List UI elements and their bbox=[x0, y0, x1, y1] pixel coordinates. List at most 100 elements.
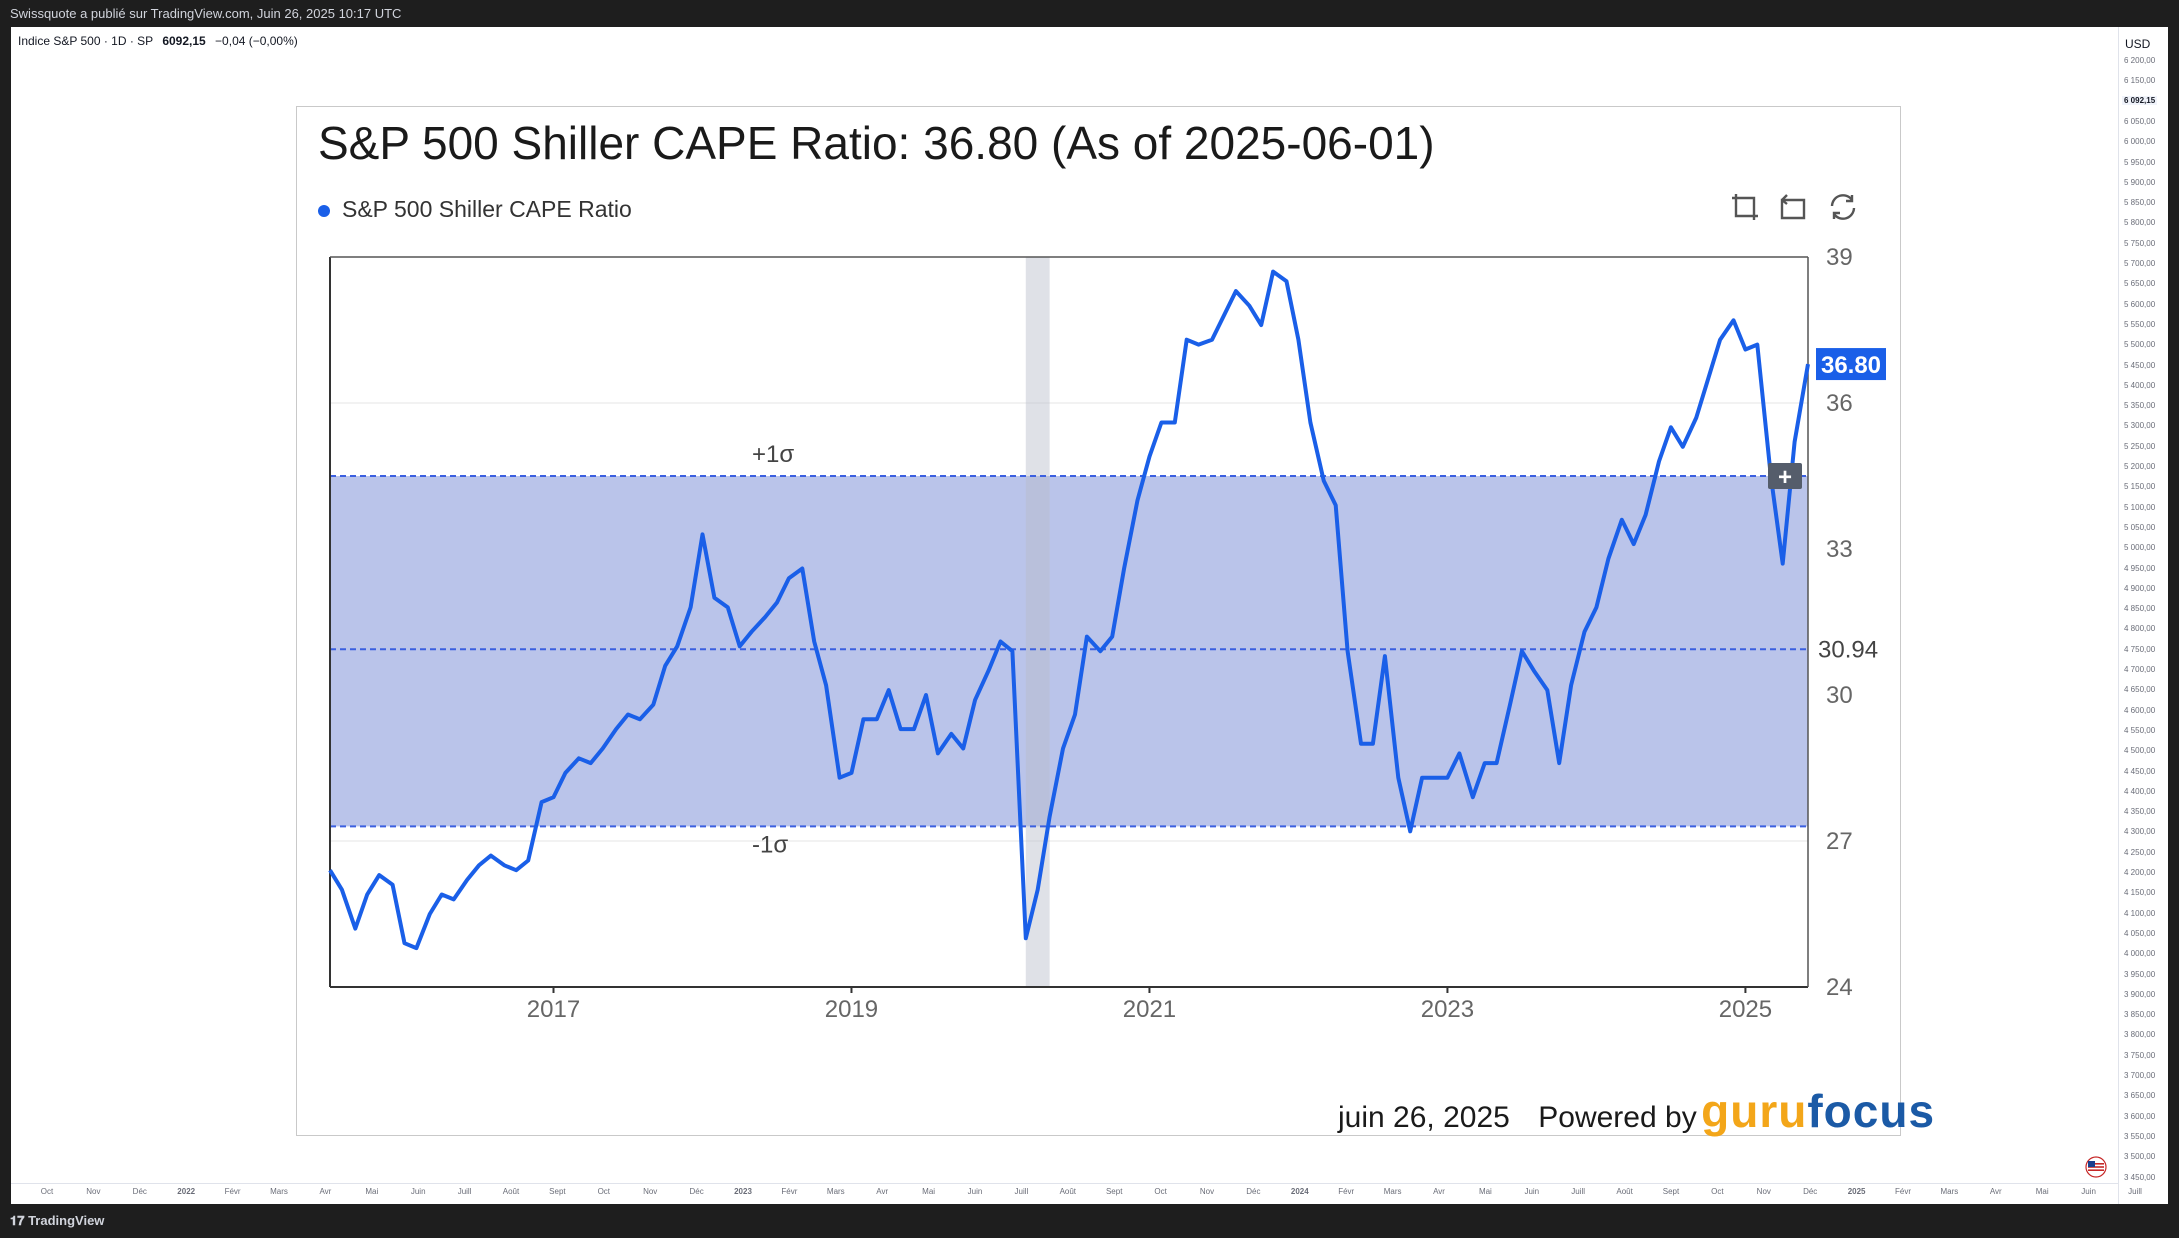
price-tick: 4 050,00 bbox=[2124, 928, 2156, 938]
time-tick: 2022 bbox=[177, 1187, 196, 1196]
time-tick: 2025 bbox=[1847, 1187, 1866, 1196]
price-tick: 5 900,00 bbox=[2124, 177, 2156, 187]
price-tick: 3 500,00 bbox=[2124, 1152, 2156, 1162]
time-tick: Mai bbox=[2035, 1187, 2049, 1196]
time-tick: Août bbox=[502, 1187, 520, 1196]
price-tick: 5 950,00 bbox=[2124, 157, 2156, 167]
crosshair-plus-icon bbox=[1768, 463, 1802, 489]
symbol-bar[interactable]: Indice S&P 500 · 1D · SP 6092,15 −0,04 (… bbox=[18, 34, 298, 48]
x-tick-label: 2017 bbox=[527, 996, 580, 1023]
y-tick-label: 24 bbox=[1826, 974, 1853, 1001]
price-tick: 4 700,00 bbox=[2124, 665, 2156, 674]
price-tick: 4 150,00 bbox=[2124, 888, 2156, 898]
price-tick: 4 300,00 bbox=[2124, 827, 2156, 837]
price-tick: 3 600,00 bbox=[2124, 1111, 2156, 1121]
time-tick: Févr bbox=[1338, 1187, 1355, 1196]
price-tick: 5 100,00 bbox=[2124, 502, 2156, 512]
refresh-icon[interactable] bbox=[1827, 192, 1859, 227]
price-tick: 6 050,00 bbox=[2124, 116, 2156, 126]
currency-label[interactable]: USD bbox=[2125, 37, 2151, 51]
price-tick: 3 950,00 bbox=[2124, 969, 2156, 979]
price-tick: 5 750,00 bbox=[2124, 238, 2156, 248]
price-tick: 5 000,00 bbox=[2124, 543, 2156, 553]
time-tick: Nov bbox=[1756, 1187, 1771, 1196]
gurufocus-logo-guru: guru bbox=[1701, 1085, 1808, 1137]
recession-band bbox=[1025, 257, 1050, 987]
price-tick: 4 750,00 bbox=[2124, 644, 2156, 654]
time-tick: Avr bbox=[1989, 1187, 2002, 1196]
price-tick: 3 650,00 bbox=[2124, 1091, 2156, 1101]
x-tick-label: 2025 bbox=[1719, 996, 1772, 1023]
price-tick: 4 950,00 bbox=[2124, 563, 2156, 573]
cape-chart[interactable]: 24 27 30 33 36 39 2017 2019 2021 2023 2025 30.94 +1σ… bbox=[296, 240, 1899, 1040]
time-tick: Avr bbox=[319, 1187, 332, 1196]
price-tick: 5 200,00 bbox=[2124, 462, 2156, 471]
price-tick: 5 500,00 bbox=[2124, 340, 2156, 350]
time-tick: Nov bbox=[86, 1187, 101, 1196]
time-tick: Déc bbox=[1803, 1187, 1818, 1196]
price-tick: 5 700,00 bbox=[2124, 259, 2156, 268]
price-tick: 4 400,00 bbox=[2124, 786, 2156, 796]
time-tick: Août bbox=[1059, 1187, 1077, 1196]
published-text: Swissquote a publié sur TradingView.com,… bbox=[10, 6, 402, 21]
time-tick: Juill bbox=[2128, 1187, 2142, 1196]
chart-legend[interactable]: S&P 500 Shiller CAPE Ratio bbox=[318, 196, 632, 223]
time-tick: Déc bbox=[1246, 1187, 1261, 1196]
time-tick: Oct bbox=[40, 1187, 54, 1196]
symbol-name: Indice S&P 500 · 1D · SP bbox=[18, 34, 153, 48]
price-tick: 3 850,00 bbox=[2124, 1010, 2156, 1020]
time-tick: Mars bbox=[1940, 1187, 1959, 1196]
legend-dot-icon bbox=[318, 204, 330, 217]
price-tick: 6 000,00 bbox=[2124, 137, 2156, 147]
price-tick: 4 250,00 bbox=[2124, 847, 2156, 857]
minus-sigma-label: -1σ bbox=[752, 831, 788, 858]
time-tick: Juin bbox=[967, 1187, 983, 1196]
time-tick: Nov bbox=[1199, 1187, 1215, 1196]
price-tick: 3 800,00 bbox=[2124, 1030, 2156, 1040]
price-tick: 4 550,00 bbox=[2124, 725, 2156, 735]
zoom-select-icon[interactable] bbox=[1730, 192, 1760, 227]
time-tick: Avr bbox=[876, 1187, 889, 1196]
y-tick-label: 33 bbox=[1826, 536, 1853, 563]
x-tick-label: 2023 bbox=[1421, 996, 1474, 1023]
time-tick: Mai bbox=[365, 1187, 379, 1196]
price-tick: 3 450,00 bbox=[2124, 1172, 2156, 1182]
gurufocus-logo[interactable]: gurufocus bbox=[1701, 1085, 1935, 1137]
price-tick: 4 450,00 bbox=[2124, 766, 2156, 776]
price-tick: 4 800,00 bbox=[2124, 624, 2156, 634]
chart-date: juin 26, 2025 bbox=[1338, 1101, 1510, 1134]
time-tick: Juill bbox=[1571, 1187, 1586, 1196]
crosshair-plus-glyph: + bbox=[1778, 464, 1792, 491]
zoom-reset-icon[interactable] bbox=[1778, 192, 1808, 227]
price-tick: 6 150,00 bbox=[2124, 76, 2156, 86]
time-tick: Oct bbox=[597, 1187, 611, 1196]
price-tick: 5 650,00 bbox=[2124, 279, 2156, 289]
price-tick: 4 100,00 bbox=[2124, 908, 2156, 918]
price-axis[interactable] bbox=[2118, 27, 2169, 1204]
us-flag-icon[interactable] bbox=[2083, 1156, 2109, 1178]
price-tick: 5 600,00 bbox=[2124, 299, 2156, 309]
y-tick-label: 30 bbox=[1826, 682, 1853, 709]
price-tick: 3 900,00 bbox=[2124, 989, 2156, 999]
tradingview-brand: TradingView bbox=[28, 1213, 105, 1228]
time-tick: Mai bbox=[922, 1187, 936, 1196]
y-tick-label: 39 bbox=[1826, 244, 1853, 271]
last-value-label: 36.80 bbox=[1821, 352, 1881, 379]
tradingview-logo[interactable]: 𝟏𝟕 TradingView bbox=[10, 1213, 105, 1228]
legend-label: S&P 500 Shiller CAPE Ratio bbox=[342, 196, 632, 222]
price-tick: 5 050,00 bbox=[2124, 522, 2156, 532]
sigma-band bbox=[330, 476, 1808, 827]
time-tick: Sept bbox=[1662, 1187, 1680, 1196]
time-tick: 2024 bbox=[1290, 1187, 1309, 1196]
time-tick: Avr bbox=[1433, 1187, 1445, 1196]
tradingview-footer: 𝟏𝟕 TradingView bbox=[0, 1204, 2179, 1238]
time-tick: Sept bbox=[549, 1187, 566, 1196]
price-tick: 5 550,00 bbox=[2124, 319, 2156, 329]
time-axis[interactable] bbox=[11, 1183, 2118, 1204]
price-tick: 4 500,00 bbox=[2124, 746, 2156, 756]
time-tick: Sept bbox=[1105, 1187, 1123, 1196]
time-tick: Juin bbox=[410, 1187, 426, 1196]
time-tick: Févr bbox=[224, 1187, 241, 1196]
price-tick: 5 300,00 bbox=[2124, 421, 2156, 431]
gurufocus-logo-focus: focus bbox=[1807, 1085, 1936, 1137]
